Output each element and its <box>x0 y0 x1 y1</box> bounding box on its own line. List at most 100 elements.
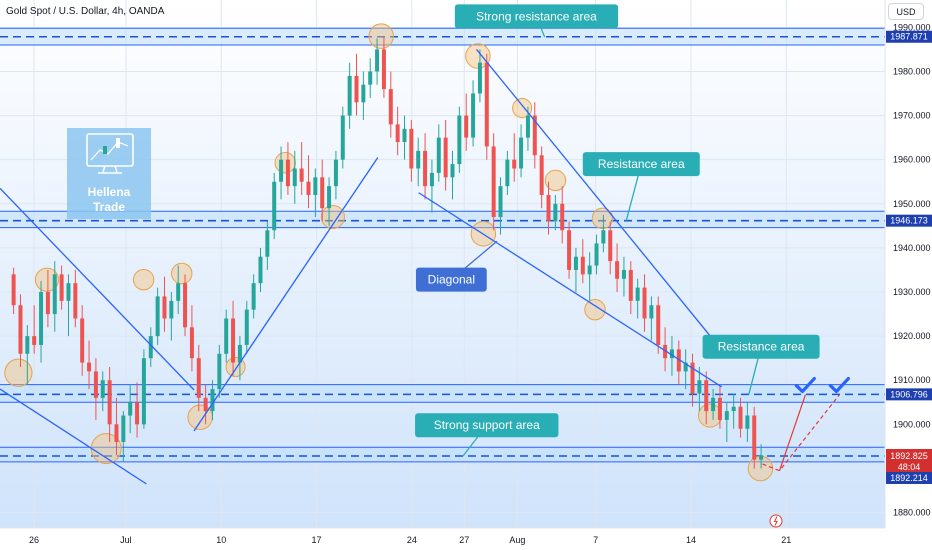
candle-body <box>327 186 332 209</box>
callout-box <box>415 267 487 292</box>
candle-body <box>621 269 626 279</box>
candle-body <box>128 402 133 416</box>
callout-text: Diagonal <box>428 273 475 287</box>
callout: Strong support area <box>415 413 559 457</box>
candle-body <box>759 455 764 460</box>
candle-body <box>395 124 400 143</box>
candle-body <box>45 292 50 315</box>
last-price-value: 1892.825 <box>890 451 928 461</box>
candle-body <box>52 274 57 315</box>
candle-body <box>354 75 359 103</box>
touch-circle <box>591 207 614 230</box>
candle-body <box>141 358 146 425</box>
candle-body <box>717 397 722 420</box>
hellena-logo: Hellena Trade <box>67 128 151 219</box>
candle-body <box>656 305 661 345</box>
candle-body <box>669 349 674 359</box>
candle-body <box>107 380 112 425</box>
candle-body <box>649 305 654 319</box>
candle-body <box>148 336 153 359</box>
time-tick-label: Aug <box>509 535 525 545</box>
candle-body <box>114 424 119 442</box>
candle-body <box>429 172 434 187</box>
candle-body <box>333 159 338 187</box>
price-tick-label: 1930.000 <box>893 287 931 297</box>
callout: Diagonal <box>415 240 498 292</box>
candle-body <box>169 300 174 319</box>
candle-body <box>724 411 729 420</box>
price-tags: 1987.871 1946.173 1906.796 1892.82548:04189… <box>886 30 932 484</box>
touch-circle <box>320 204 345 230</box>
callout-box <box>454 4 619 29</box>
callout: Resistance area <box>702 334 820 395</box>
candle-body <box>59 274 64 301</box>
time-axis-panel[interactable] <box>0 528 885 550</box>
level-tag-1906: 1906.796 <box>890 389 928 399</box>
touch-circle <box>584 298 606 321</box>
touch-circle <box>171 262 193 285</box>
candle-body <box>560 203 565 231</box>
candle-body <box>203 397 208 412</box>
candle-body <box>505 159 510 187</box>
price-tick-label: 1970.000 <box>893 111 931 121</box>
candle-body <box>567 230 572 270</box>
candle-body <box>210 389 215 412</box>
candle-body <box>237 344 242 363</box>
candle-body <box>587 265 592 275</box>
level-tag-1946-bg <box>886 214 932 227</box>
callout-text: Strong support area <box>434 418 540 432</box>
currency-button[interactable]: USD <box>888 3 924 20</box>
candle-body <box>484 62 489 147</box>
candle-body <box>196 358 201 398</box>
symbol-title[interactable]: Gold Spot / U.S. Dollar, 4h, OANDA <box>6 6 165 17</box>
candle-body <box>402 128 407 143</box>
candle-body <box>532 115 537 156</box>
forecast-path <box>762 394 840 472</box>
candle-body <box>464 115 469 138</box>
candle-body <box>580 256 585 275</box>
candle-body <box>635 287 640 301</box>
price-tick-label: 1910.000 <box>893 375 931 385</box>
candle-body <box>573 256 578 270</box>
candle-body <box>738 406 743 429</box>
touch-circle <box>512 98 533 119</box>
candle-body <box>87 362 92 372</box>
candle-body <box>525 115 530 138</box>
time-tick-label: 14 <box>686 535 696 545</box>
level-tag-1987: 1987.871 <box>890 32 928 42</box>
key-level-zone <box>0 384 885 403</box>
candle-body <box>519 137 524 169</box>
candle-body <box>100 380 105 398</box>
key-level-zone <box>0 211 885 228</box>
candle-body <box>320 177 325 209</box>
candle-body <box>265 230 270 257</box>
time-tick-label: 21 <box>781 535 791 545</box>
candle-body <box>731 406 736 412</box>
candle-body <box>251 283 256 310</box>
candle-body <box>39 292 44 345</box>
candle-body <box>368 71 373 85</box>
touch-circle <box>747 455 774 482</box>
candle-body <box>381 49 386 90</box>
candle-body <box>176 283 181 301</box>
candle-body <box>121 415 126 442</box>
candle-body <box>628 269 633 301</box>
last-price-countdown: 48:04 <box>898 462 921 472</box>
candle-body <box>135 402 140 425</box>
candle-body <box>663 344 668 359</box>
price-tick-label: 1940.000 <box>893 243 931 253</box>
price-tick-label: 1900.000 <box>893 419 931 429</box>
time-tick-label: 10 <box>216 535 226 545</box>
callout-box <box>702 334 820 359</box>
candle-body <box>279 159 284 182</box>
candle-body <box>272 181 277 231</box>
alert-icon[interactable] <box>769 514 783 528</box>
candle-body <box>546 194 551 222</box>
price-tick-label: 1880.000 <box>893 508 931 518</box>
candle-body <box>409 128 414 169</box>
lower-tag-bg <box>886 471 932 484</box>
level-tag-1987-bg <box>886 30 932 43</box>
candle-body <box>93 371 98 398</box>
time-tick-label: 17 <box>312 535 322 545</box>
